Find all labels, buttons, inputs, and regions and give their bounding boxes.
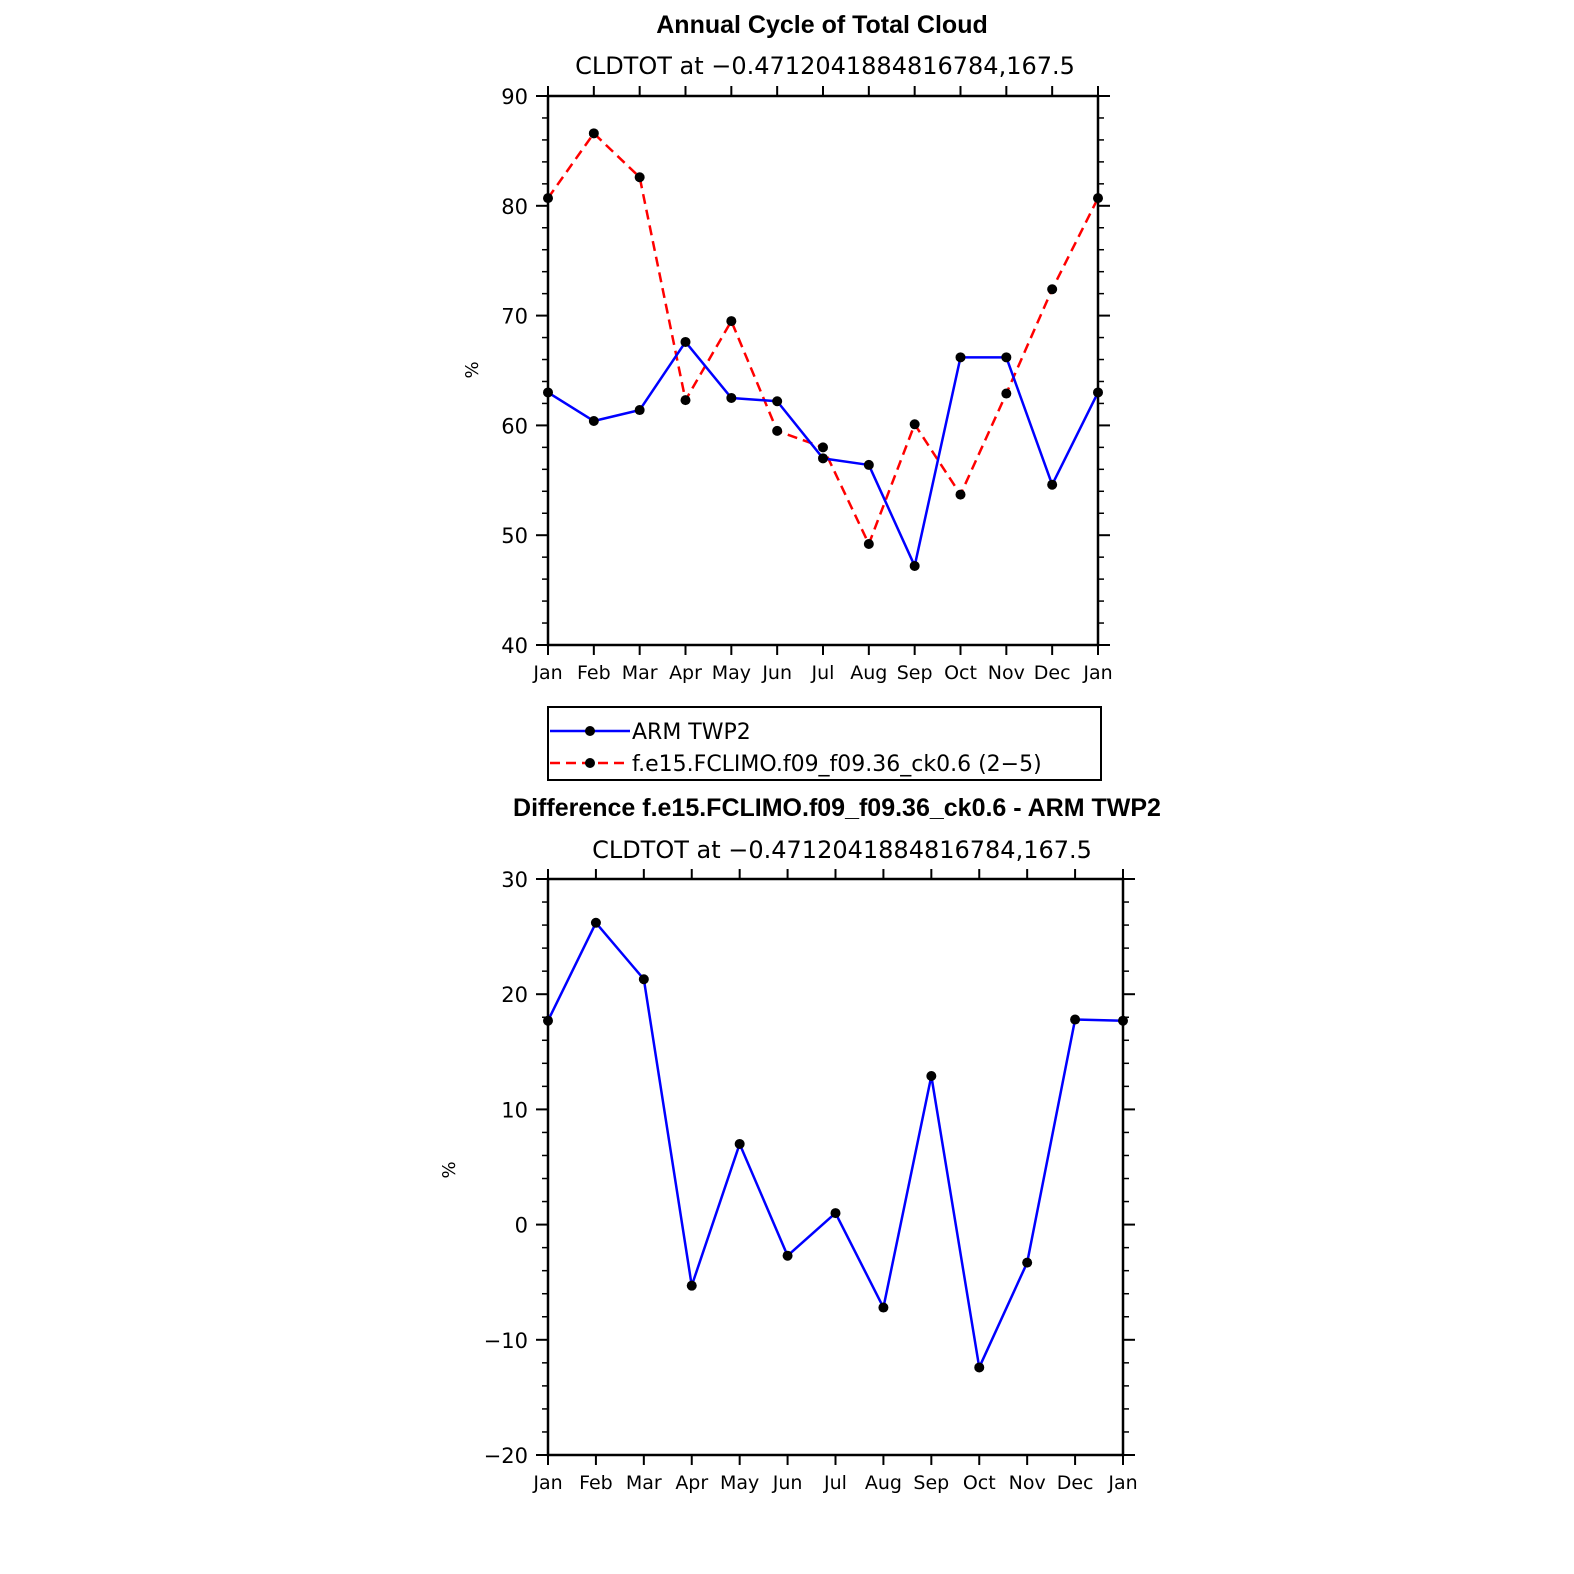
chart2-xtick-label: Oct <box>963 1472 996 1494</box>
chart2-series-0-point <box>830 1208 841 1219</box>
chart2-subtitle: CLDTOT at −0.4712041884816784,167.5 <box>592 836 1092 864</box>
chart2-series-0-point <box>1070 1014 1081 1025</box>
chart1-series-1-point <box>543 193 553 204</box>
chart1-xtick-label: May <box>712 662 751 684</box>
chart2-title: Difference f.e15.FCLIMO.f09_f09.36_ck0.6… <box>513 794 1161 822</box>
chart1-xtick-label: Jan <box>532 662 562 684</box>
chart2-xtick-label: Mar <box>626 1472 662 1494</box>
chart1-series-1-point <box>818 442 828 453</box>
chart2-xtick-label: Jun <box>772 1472 803 1494</box>
chart1-series-1-point <box>680 395 691 406</box>
chart2-xtick-label: Feb <box>579 1472 613 1494</box>
chart1-series-1-point <box>634 172 645 183</box>
chart1-legend: ARM TWP2 f.e15.FCLIMO.f09_f09.36_ck0.6 (… <box>547 706 1102 781</box>
chart1-xtick-label: Aug <box>850 662 887 684</box>
chart1-series-1-point <box>772 425 783 436</box>
chart1-xtick-label: Feb <box>577 662 611 684</box>
chart2-series-0-point <box>734 1138 745 1149</box>
chart1-series-0-point <box>680 336 691 347</box>
chart1-xtick-label: Jun <box>761 662 792 684</box>
chart2-series-0-point <box>543 1015 553 1026</box>
chart1-series-0-point <box>772 396 783 407</box>
chart1-series-0-point <box>634 405 645 416</box>
chart2-ylabel: % <box>439 1161 460 1178</box>
chart2-ytick-label: 20 <box>501 983 528 1007</box>
chart1-series-1-point <box>955 489 966 500</box>
legend-label-arm: ARM TWP2 <box>632 720 751 745</box>
chart2-xtick-label: Apr <box>675 1472 708 1494</box>
chart2-ytick-label: 0 <box>515 1214 528 1238</box>
chart2-ytick-label: 10 <box>501 1098 528 1122</box>
chart1-series-1-point <box>1001 388 1012 399</box>
legend-marker-model <box>585 758 595 768</box>
chart1-series-1-point <box>588 128 599 139</box>
chart1-series-0-point <box>955 352 966 363</box>
chart1-frame <box>546 94 1100 647</box>
chart2-xtick-label: Jan <box>532 1472 562 1494</box>
chart2-xtick-label: Dec <box>1057 1472 1094 1494</box>
chart1-xtick-label: Sep <box>897 662 933 684</box>
chart2-frame <box>546 877 1125 1457</box>
chart2-series-0-point <box>1022 1257 1033 1268</box>
chart1-xtick-label: Mar <box>622 662 658 684</box>
chart2-ytick-label: −10 <box>484 1329 528 1353</box>
chart1-ytick-label: 90 <box>501 85 528 109</box>
chart1-series-0-point <box>588 416 599 427</box>
chart1-series-0-point <box>726 392 737 403</box>
chart2-ytick-label: −20 <box>484 1444 528 1468</box>
chart1-ytick-label: 50 <box>501 524 528 548</box>
chart2-series-0-point <box>782 1250 793 1261</box>
chart1-series-0-point <box>909 560 920 571</box>
chart1-xtick-label: Apr <box>669 662 702 684</box>
chart2-xtick-label: Aug <box>865 1472 902 1494</box>
chart1-ytick-label: 70 <box>501 305 528 329</box>
chart1-ytick-label: 60 <box>501 414 528 438</box>
chart1-series-1-point <box>1047 284 1058 295</box>
chart2-series-0-line <box>546 921 1124 1369</box>
chart1-ytick-label: 80 <box>501 195 528 219</box>
chart2-xtick-label: Jan <box>1107 1472 1137 1494</box>
chart1-series-0-point <box>1047 479 1058 490</box>
chart2-xtick-label: May <box>720 1472 759 1494</box>
chart1-title: Annual Cycle of Total Cloud <box>656 11 987 39</box>
chart2-xtick-label: Sep <box>913 1472 949 1494</box>
chart2-series-0-point <box>878 1302 889 1313</box>
chart2-series-0-point <box>638 974 649 985</box>
chart2-plot-area: −20 −10 0 10 20 30 Jan Feb Mar Apr May Jun Jul Aug Sep… <box>484 868 1138 1494</box>
chart2-series-0-point <box>590 917 601 928</box>
chart1-ylabel: % <box>462 361 483 378</box>
chart1-series-1-point <box>863 538 874 549</box>
chart1-series-0-point <box>543 387 553 398</box>
chart1-series-1-point <box>1093 193 1103 204</box>
chart1-series-1-line <box>546 132 1100 546</box>
chart1-series-0-point <box>1093 387 1103 398</box>
legend-marker-arm <box>585 726 595 736</box>
chart1-subtitle: CLDTOT at −0.4712041884816784,167.5 <box>575 52 1075 80</box>
chart1-xtick-label: Oct <box>944 662 977 684</box>
chart1-xtick-label: Jul <box>811 662 835 684</box>
chart1-plot-area: 40 50 60 70 80 90 Jan Feb Mar Apr May Jun Jul Aug Sep O… <box>501 85 1112 684</box>
chart1-series-1-point <box>726 316 737 327</box>
chart2-xtick-label: Nov <box>1009 1472 1046 1494</box>
chart1-series-0-point <box>863 459 874 470</box>
chart2-series-0-point <box>686 1280 697 1291</box>
chart2-series-0-point <box>926 1070 937 1081</box>
chart1-series-0-point <box>818 453 828 464</box>
chart1-xtick-label: Dec <box>1034 662 1071 684</box>
legend-box <box>547 706 1102 781</box>
chart1-xtick-label: Jan <box>1082 662 1112 684</box>
legend-label-model: f.e15.FCLIMO.f09_f09.36_ck0.6 (2−5) <box>632 752 1042 777</box>
chart2-xtick-label: Jul <box>823 1472 847 1494</box>
chart2-series-0-point <box>1118 1015 1128 1026</box>
chart2-ytick-label: 30 <box>501 868 528 892</box>
chart1-series-1-point <box>909 419 920 430</box>
chart1-series-0-point <box>1001 352 1012 363</box>
chart1-ytick-label: 40 <box>501 634 528 658</box>
chart2-series-0-point <box>974 1362 985 1373</box>
chart1-xtick-label: Nov <box>988 662 1025 684</box>
